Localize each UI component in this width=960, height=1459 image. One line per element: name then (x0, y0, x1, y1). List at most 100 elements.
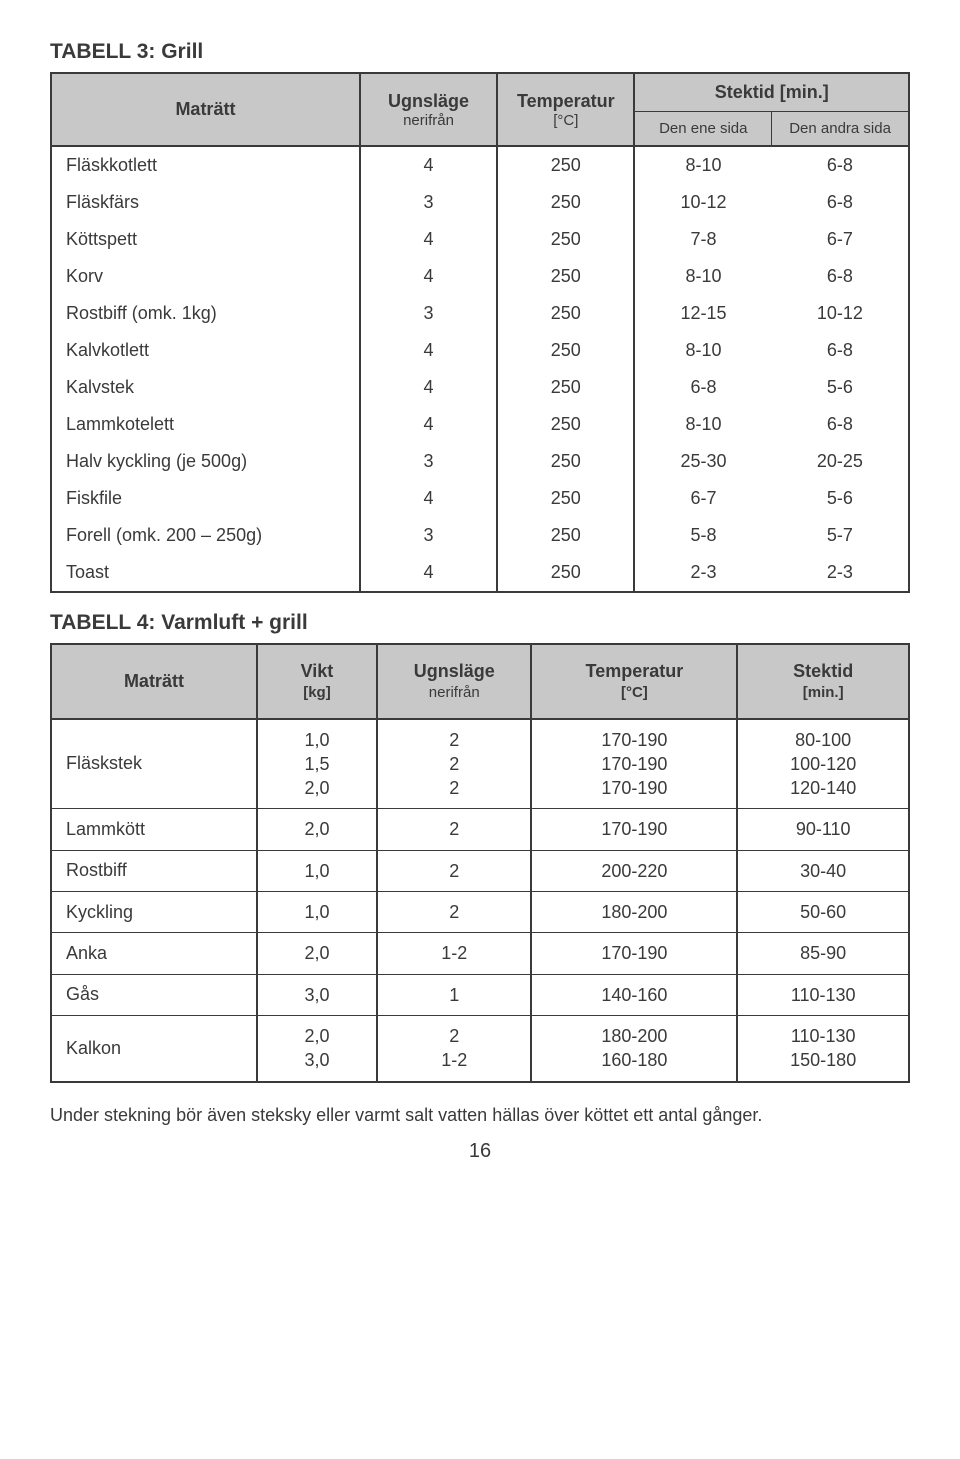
t4-cell-vikt: 1,01,52,0 (257, 719, 377, 809)
t4-head-temperatur-main: Temperatur (586, 661, 684, 681)
t4-cell-matratt: Rostbiff (51, 850, 257, 891)
t3-cell-temperatur: 250 (497, 221, 634, 258)
t3-cell-matratt: Kalvkotlett (51, 332, 360, 369)
t4-cell-vikt: 2,0 (257, 933, 377, 974)
t4-head-ugnslage-main: Ugnsläge (414, 661, 495, 681)
t4-cell-ugnslage: 2 (377, 892, 531, 933)
t3-cell-side1: 8-10 (634, 332, 771, 369)
t3-cell-matratt: Fläskkotlett (51, 146, 360, 184)
table4-title: TABELL 4: Varmluft + grill (50, 611, 910, 635)
t3-cell-ugnslage: 4 (360, 221, 497, 258)
t3-cell-temperatur: 250 (497, 517, 634, 554)
t3-cell-ugnslage: 4 (360, 369, 497, 406)
t4-cell-temperatur: 140-160 (531, 974, 737, 1015)
t3-cell-side1: 8-10 (634, 406, 771, 443)
t3-cell-ugnslage: 4 (360, 332, 497, 369)
t3-cell-ugnslage: 3 (360, 295, 497, 332)
t4-cell-ugnslage: 2 (377, 850, 531, 891)
t3-cell-side1: 5-8 (634, 517, 771, 554)
table-row: Halv kyckling (je 500g)325025-3020-25 (51, 443, 909, 480)
t4-cell-temperatur: 170-190170-190170-190 (531, 719, 737, 809)
t3-cell-ugnslage: 3 (360, 184, 497, 221)
t4-cell-vikt: 2,0 (257, 809, 377, 850)
t4-cell-stektid: 30-40 (737, 850, 909, 891)
t3-cell-matratt: Köttspett (51, 221, 360, 258)
table-row: Gås3,01140-160110-130 (51, 974, 909, 1015)
t4-head-vikt: Vikt [kg] (257, 644, 377, 719)
t3-cell-side2: 6-8 (772, 332, 909, 369)
table3: Maträtt Ugnsläge nerifrån Temperatur [°C… (50, 72, 910, 593)
t3-head-stektid: Stektid [min.] (634, 73, 909, 112)
t4-cell-stektid: 50-60 (737, 892, 909, 933)
table-row: Fläskkotlett42508-106-8 (51, 146, 909, 184)
t3-cell-side2: 10-12 (772, 295, 909, 332)
t3-cell-ugnslage: 4 (360, 406, 497, 443)
t3-cell-side2: 20-25 (772, 443, 909, 480)
footnote-text: Under stekning bör även steksky eller va… (50, 1105, 910, 1126)
t3-cell-matratt: Forell (omk. 200 – 250g) (51, 517, 360, 554)
t3-cell-side2: 5-6 (772, 369, 909, 406)
t4-cell-stektid: 110-130 (737, 974, 909, 1015)
t3-cell-side2: 6-8 (772, 146, 909, 184)
t3-cell-side2: 6-8 (772, 258, 909, 295)
t4-cell-ugnslage: 1 (377, 974, 531, 1015)
table3-title: TABELL 3: Grill (50, 40, 910, 64)
t4-head-stektid-main: Stektid (793, 661, 853, 681)
t3-cell-matratt: Lammkotelett (51, 406, 360, 443)
t4-cell-matratt: Gås (51, 974, 257, 1015)
t4-cell-stektid: 85-90 (737, 933, 909, 974)
t4-head-stektid: Stektid [min.] (737, 644, 909, 719)
t3-cell-matratt: Fläskfärs (51, 184, 360, 221)
t3-cell-ugnslage: 3 (360, 517, 497, 554)
t4-cell-ugnslage: 21-2 (377, 1015, 531, 1081)
table-row: Köttspett42507-86-7 (51, 221, 909, 258)
t3-cell-side1: 7-8 (634, 221, 771, 258)
table-row: Kalvstek42506-85-6 (51, 369, 909, 406)
t3-cell-side1: 10-12 (634, 184, 771, 221)
table-row: Kyckling1,02180-20050-60 (51, 892, 909, 933)
t4-cell-matratt: Anka (51, 933, 257, 974)
t3-cell-temperatur: 250 (497, 406, 634, 443)
table-row: Fläskfärs325010-126-8 (51, 184, 909, 221)
t4-cell-temperatur: 170-190 (531, 809, 737, 850)
t3-cell-side2: 6-8 (772, 406, 909, 443)
t4-cell-vikt: 1,0 (257, 850, 377, 891)
table-row: Korv42508-106-8 (51, 258, 909, 295)
t3-cell-matratt: Halv kyckling (je 500g) (51, 443, 360, 480)
t4-cell-stektid: 90-110 (737, 809, 909, 850)
t3-cell-temperatur: 250 (497, 369, 634, 406)
t3-cell-matratt: Rostbiff (omk. 1kg) (51, 295, 360, 332)
t4-head-matratt: Maträtt (51, 644, 257, 719)
table-row: Fiskfile42506-75-6 (51, 480, 909, 517)
t4-head-ugnslage: Ugnsläge nerifrån (377, 644, 531, 719)
t4-head-vikt-main: Vikt (301, 661, 334, 681)
t4-cell-stektid: 110-130150-180 (737, 1015, 909, 1081)
table4: Maträtt Vikt [kg] Ugnsläge nerifrån Temp… (50, 643, 910, 1083)
t4-cell-ugnslage: 2 (377, 809, 531, 850)
t4-cell-matratt: Kalkon (51, 1015, 257, 1081)
t4-cell-ugnslage: 1-2 (377, 933, 531, 974)
t3-cell-matratt: Fiskfile (51, 480, 360, 517)
t3-cell-temperatur: 250 (497, 332, 634, 369)
t3-cell-side2: 2-3 (772, 554, 909, 592)
t4-cell-vikt: 1,0 (257, 892, 377, 933)
table-row: Rostbiff (omk. 1kg)325012-1510-12 (51, 295, 909, 332)
table-row: Toast42502-32-3 (51, 554, 909, 592)
t4-cell-temperatur: 170-190 (531, 933, 737, 974)
t3-head-temperatur-sub: [°C] (508, 112, 623, 129)
table-row: Forell (omk. 200 – 250g)32505-85-7 (51, 517, 909, 554)
t3-head-matratt: Maträtt (51, 73, 360, 146)
t3-cell-temperatur: 250 (497, 146, 634, 184)
t3-cell-matratt: Korv (51, 258, 360, 295)
t3-cell-side2: 6-8 (772, 184, 909, 221)
t4-head-temperatur: Temperatur [°C] (531, 644, 737, 719)
table-row: Lammkotelett42508-106-8 (51, 406, 909, 443)
table-row: Anka2,01-2170-19085-90 (51, 933, 909, 974)
t4-cell-matratt: Kyckling (51, 892, 257, 933)
t4-head-vikt-sub: [kg] (268, 683, 366, 703)
t4-head-ugnslage-sub: nerifrån (388, 683, 520, 703)
t3-cell-temperatur: 250 (497, 443, 634, 480)
t3-head-ugnslage: Ugnsläge nerifrån (360, 73, 497, 146)
t4-head-temperatur-sub: [°C] (542, 683, 726, 703)
t4-cell-ugnslage: 222 (377, 719, 531, 809)
